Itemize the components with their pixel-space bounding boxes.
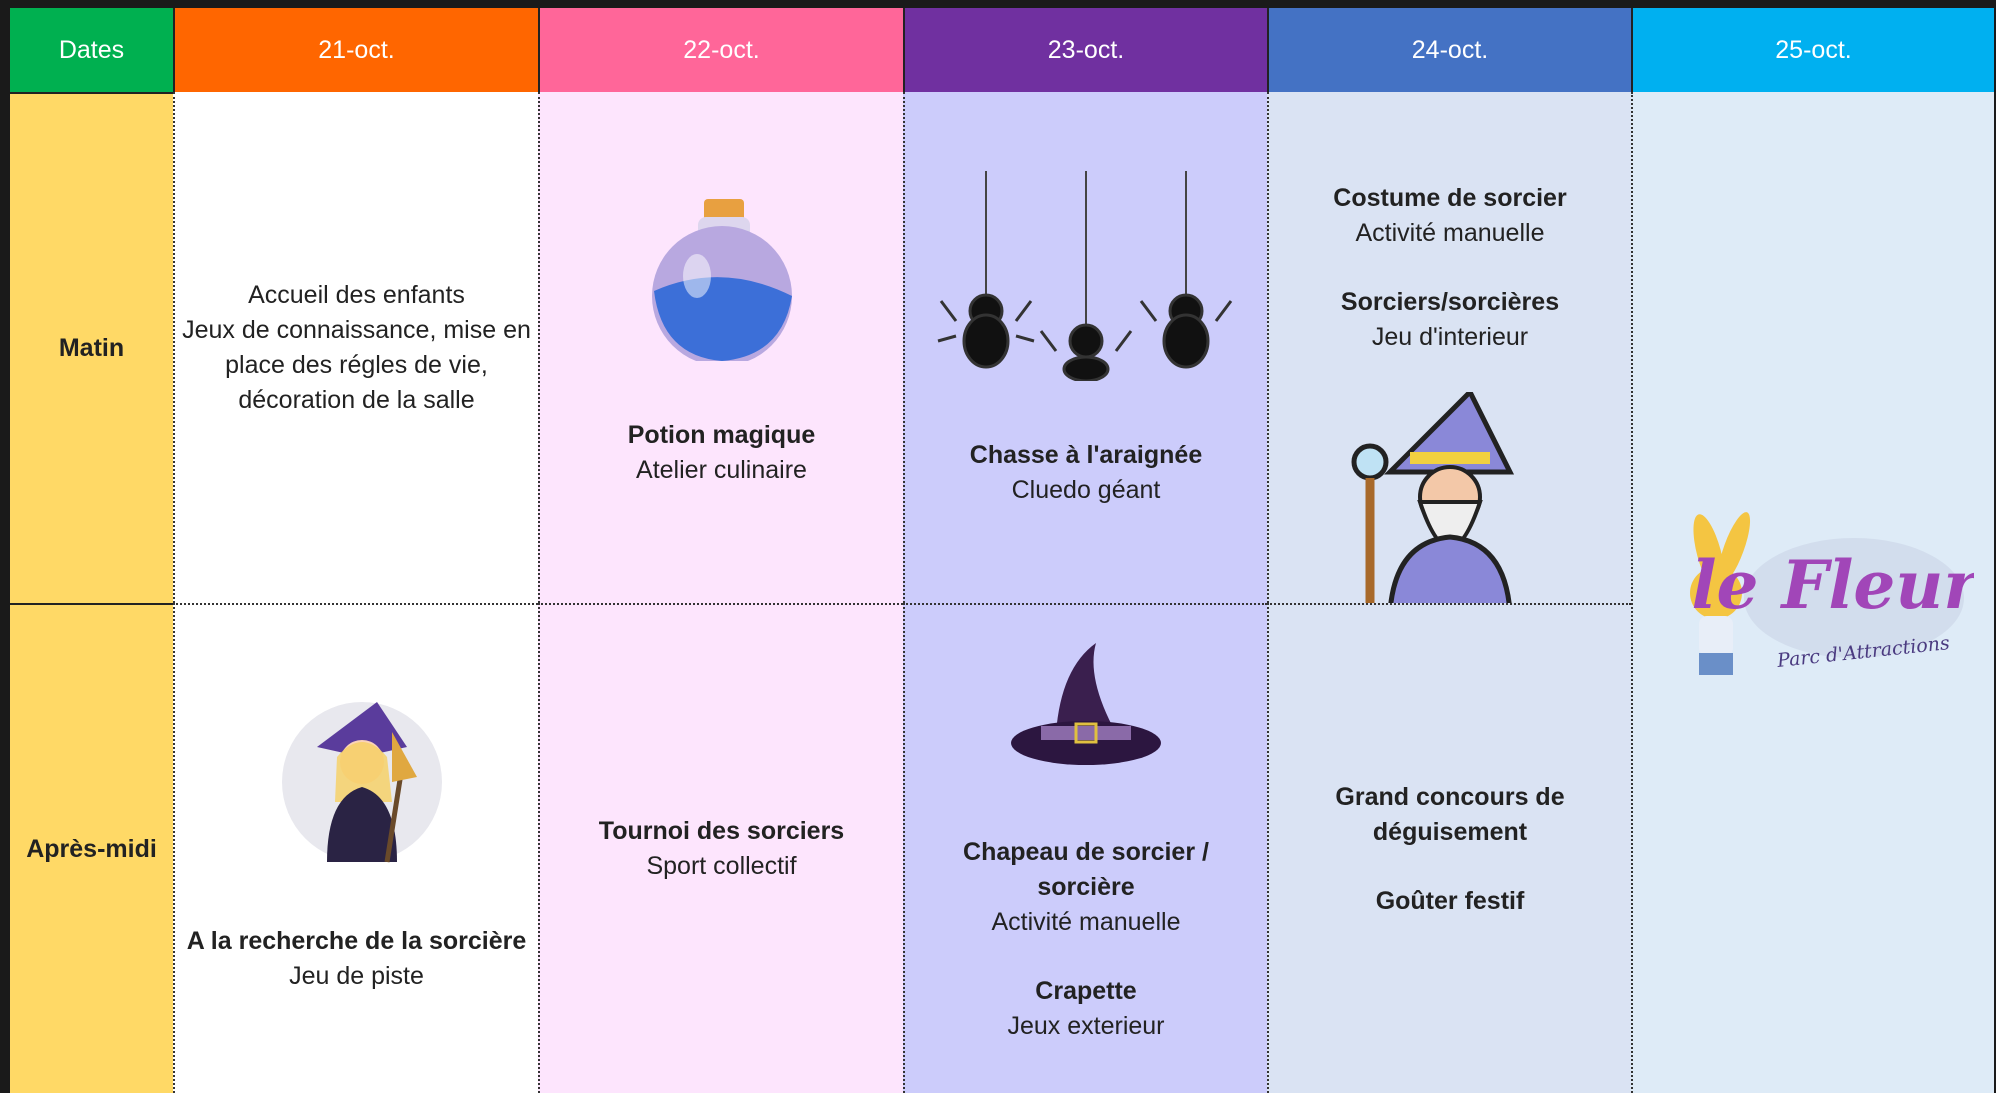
header-day: 25-oct.	[1775, 35, 1852, 64]
activity-line: Chapeau de sorcier / sorcière	[963, 837, 1209, 901]
row-label: Matin	[10, 92, 173, 603]
activity-line: A la recherche de la sorcière	[186, 927, 527, 955]
header-day: 24-oct.	[1411, 35, 1489, 64]
illustration	[1006, 638, 1166, 788]
activity-line: Jeu d'interieur	[1371, 322, 1529, 351]
header-cell: 25-oct.	[1631, 8, 1994, 92]
header-day: 21-oct.	[318, 35, 395, 64]
activity-line: Atelier culinaire	[636, 455, 807, 484]
logo-image: le Fleury Parc d'Attractions	[1689, 511, 1974, 675]
activity-line: Costume de sorcier	[1333, 183, 1567, 212]
illustration	[936, 170, 1236, 391]
header-day: 23-oct.	[1047, 35, 1125, 64]
activity: Potion magique Atelier culinaire	[628, 418, 816, 488]
header-corner: Dates	[58, 35, 125, 64]
activity-line: Sport collectif	[646, 852, 797, 880]
row-label: Après-midi	[10, 603, 173, 1093]
schedule-cell: Chapeau de sorcier / sorcière Activité ma…	[903, 603, 1267, 1093]
activity: Goûter festif	[1376, 884, 1525, 919]
schedule-cell: Potion magique Atelier culinaire	[538, 92, 903, 603]
header-cell: 24-oct.	[1267, 8, 1631, 92]
activity-line: Tournoi des sorciers	[598, 817, 845, 845]
header-cell: Dates	[10, 8, 173, 92]
header-cell: 22-oct.	[538, 8, 903, 92]
logo: le Fleury Parc d'Attractions	[1631, 92, 1994, 1093]
activity-line: Goûter festif	[1375, 886, 1525, 915]
activity: Accueil des enfants Jeux de connaissance,…	[181, 278, 532, 418]
schedule-cell: Grand concours de déguisement Goûter fest…	[1267, 603, 1631, 1093]
schedule-cell: A la recherche de la sorcière Jeu de pist…	[173, 603, 538, 1093]
header-day: 22-oct.	[683, 35, 760, 64]
activity-line: Accueil des enfants	[248, 280, 465, 309]
illustration	[642, 191, 802, 371]
activity-line: Activité manuelle	[1355, 218, 1545, 247]
activity-line: Grand concours de déguisement	[1335, 782, 1565, 846]
activity-line: Activité manuelle	[991, 907, 1181, 936]
schedule-cell: Accueil des enfants Jeux de connaissance,…	[173, 92, 538, 603]
activity: Grand concours de déguisement	[1275, 780, 1625, 850]
activity-line: Jeux exterieur	[1007, 1011, 1165, 1040]
schedule-cell: Chasse à l'araignée Cluedo géant	[903, 92, 1267, 603]
activity: Chasse à l'araignée Cluedo géant	[970, 438, 1202, 508]
logo-name: le Fleury	[1691, 546, 1974, 624]
schedule-cell: Tournoi des sorciers Sport collectif	[538, 603, 903, 1093]
activity: A la recherche de la sorcière Jeu de pist…	[187, 924, 527, 994]
activity: Sorciers/sorcières Jeu d'interieur	[1341, 285, 1559, 355]
activity-line: Jeu de piste	[289, 962, 424, 990]
activity-line: Cluedo géant	[1011, 475, 1161, 504]
row-label-text: Matin	[58, 334, 125, 362]
activity-line: Jeux de connaissance, mise en place des …	[182, 315, 531, 414]
activity-line: Chasse à l'araignée	[969, 440, 1203, 469]
activity-line: Potion magique	[627, 420, 816, 449]
activity: Tournoi des sorciers Sport collectif	[599, 814, 844, 884]
activity: Crapette Jeux exterieur	[1007, 974, 1164, 1044]
schedule-cell: Costume de sorcier Activité manuelle Sorci…	[1267, 92, 1631, 614]
header-cell: 23-oct.	[903, 8, 1267, 92]
illustration	[1350, 387, 1550, 622]
row-label-text: Après-midi	[26, 834, 157, 863]
activity: Chapeau de sorcier / sorcière Activité ma…	[911, 835, 1261, 940]
activity-line: Crapette	[1035, 976, 1137, 1005]
activity-line: Sorciers/sorcières	[1340, 287, 1560, 316]
activity: Costume de sorcier Activité manuelle	[1333, 181, 1566, 251]
header-cell: 21-oct.	[173, 8, 538, 92]
illustration	[267, 687, 447, 877]
